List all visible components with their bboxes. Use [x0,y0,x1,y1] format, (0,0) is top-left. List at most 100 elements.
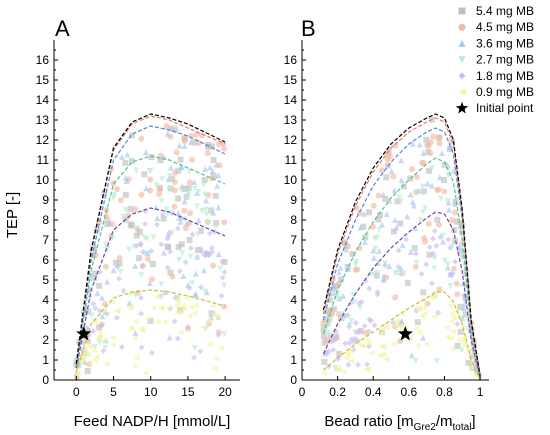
data-point [209,302,216,309]
data-point [201,267,208,274]
data-point [116,275,123,282]
data-point [340,368,347,375]
data-point [127,205,134,212]
data-point [356,244,363,251]
scatter-cloud-a [73,123,228,381]
data-point [150,304,157,311]
data-point [448,217,455,224]
data-point [338,311,345,318]
x-axis-label-a: Feed NADP/H [mmol/L] [74,413,231,430]
data-point [102,344,109,351]
data-point [199,207,206,214]
legend-label: 0.9 mg MB [476,85,534,99]
data-point [181,207,188,214]
data-point [178,241,185,248]
data-point [179,250,186,257]
data-point [420,150,427,157]
data-point [445,236,452,243]
data-point [208,207,215,214]
data-point [167,164,174,171]
data-point [390,228,397,235]
data-point [348,336,355,343]
max-curve-line [322,157,481,379]
x-tick-label: 15 [181,385,195,399]
data-point [205,317,212,324]
data-point [378,167,385,174]
data-point [205,141,212,148]
data-point [176,256,183,263]
data-point [362,277,369,284]
data-point [192,302,199,309]
data-point [122,207,129,214]
legend-marker [458,88,466,96]
legend-marker [458,72,466,80]
data-point [191,185,198,192]
data-point [177,268,184,275]
data-point [370,247,377,254]
data-point [219,274,226,281]
data-point [148,349,155,356]
data-point [186,168,193,175]
data-point [132,318,139,325]
data-point [437,234,444,241]
data-point [348,357,355,364]
data-point [453,280,460,287]
scatter-cloud-b [320,116,484,382]
legend-item: 1.8 mg MB [458,69,534,83]
data-point [446,206,453,213]
data-point [447,335,454,342]
data-point [390,340,397,347]
data-point [127,303,134,310]
legend-marker [458,56,466,64]
data-point [462,295,469,302]
data-point [415,305,422,312]
data-point [91,343,98,350]
data-point [433,242,440,249]
data-point [171,187,178,194]
x-tick-label: 0 [299,385,306,399]
data-point [407,334,414,341]
data-point [221,219,228,226]
data-point [376,212,383,219]
data-point [175,244,182,251]
data-point [88,276,95,283]
data-point [187,209,194,216]
data-point [346,340,353,347]
data-point [374,289,381,296]
data-point [380,191,387,198]
data-point [174,298,181,305]
data-point [347,347,354,354]
data-point [373,272,380,279]
data-point [431,265,438,272]
data-point [191,139,198,146]
data-point [194,189,201,196]
data-point [380,351,387,358]
data-point [375,216,382,223]
legend-label: 1.8 mg MB [476,69,534,83]
data-point [343,246,350,253]
data-point [199,132,206,139]
data-point [96,329,103,336]
legend-item: 4.5 mg MB [458,20,534,34]
data-point [209,143,216,150]
data-point [349,251,356,258]
data-point [160,215,167,222]
y-tick-label: 8 [42,213,49,227]
data-point [371,322,378,329]
data-point [444,198,451,205]
y-tick-label: 11 [37,153,50,167]
data-point [133,354,140,361]
data-point [158,281,165,288]
data-point [458,347,465,354]
data-point [147,176,154,183]
data-point [409,198,416,205]
data-point [412,358,419,365]
data-point [168,125,175,132]
data-point [200,324,207,331]
data-point [133,167,140,174]
data-point [399,242,406,249]
max-curve-line [322,113,481,377]
data-point [146,168,153,175]
